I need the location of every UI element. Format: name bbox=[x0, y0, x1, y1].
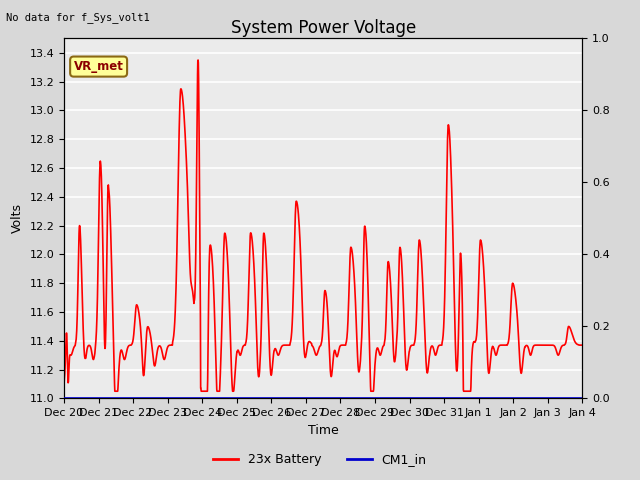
Y-axis label: Volts: Volts bbox=[11, 204, 24, 233]
Legend: 23x Battery, CM1_in: 23x Battery, CM1_in bbox=[208, 448, 432, 471]
Title: System Power Voltage: System Power Voltage bbox=[230, 19, 416, 37]
Text: No data for f_Sys_volt1: No data for f_Sys_volt1 bbox=[6, 12, 150, 23]
X-axis label: Time: Time bbox=[308, 424, 339, 437]
Text: VR_met: VR_met bbox=[74, 60, 124, 73]
